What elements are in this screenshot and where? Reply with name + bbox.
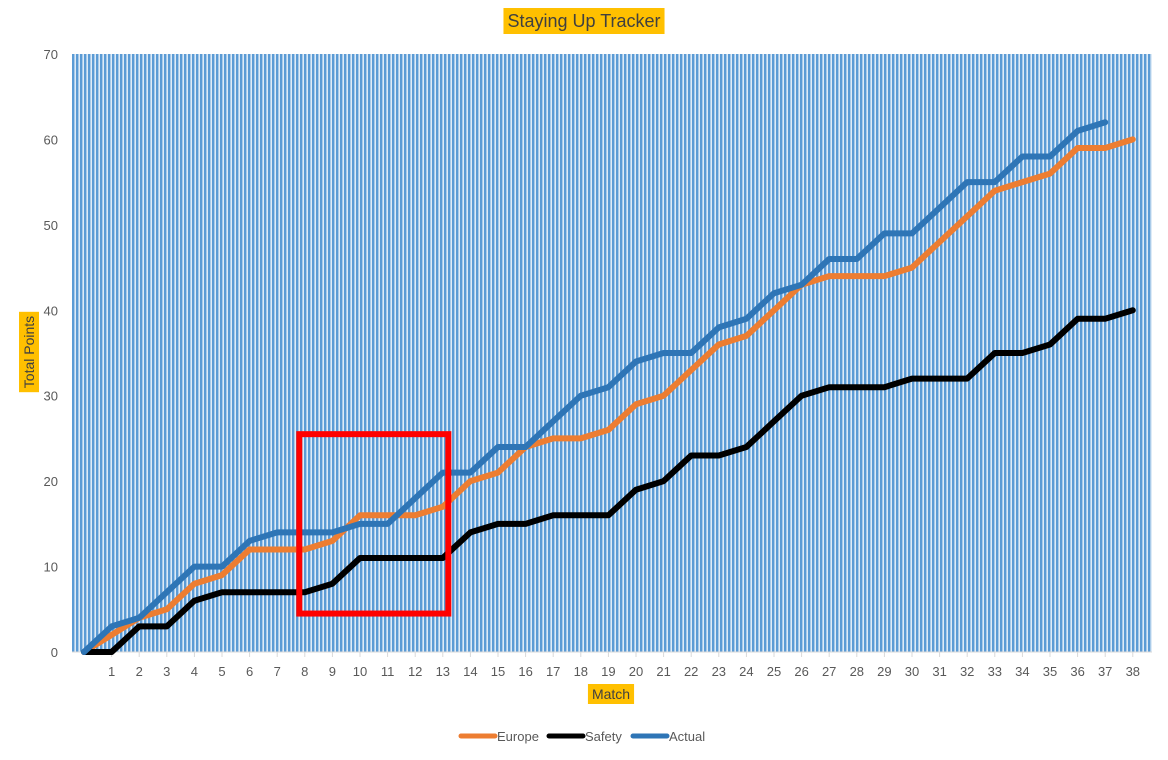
x-tick-label: 6 [246,664,253,679]
x-tick-label: 37 [1098,664,1112,679]
x-tick-label: 15 [491,664,505,679]
x-tick-label: 27 [822,664,836,679]
y-axis-title-background [19,311,39,393]
series-line-actual [81,119,1109,655]
x-tick-label: 16 [518,664,532,679]
chart-title: Staying Up Tracker [507,11,660,31]
x-tick-label: 34 [1015,664,1029,679]
x-axis-title-background [587,684,635,704]
x-tick-label: 3 [163,664,170,679]
chart-title-background [503,8,665,34]
x-tick-label: 11 [381,664,395,679]
x-tick-label: 24 [739,664,753,679]
x-axis: 1 2 3 4 5 6 7 8 9 10 11 12 13 14 15 16 17 18 19 20 21 22 23 24 2… [108,652,1140,679]
y-tick-label: 30 [44,389,58,404]
x-tick-label: 22 [684,664,698,679]
x-tick-label: 26 [794,664,808,679]
legend-label-actual: Actual [669,729,705,744]
y-tick-label: 40 [44,303,58,318]
x-tick-label: 10 [353,664,367,679]
series-line-europe [81,136,1136,655]
y-tick-label: 50 [44,218,58,233]
legend-label-safety: Safety [585,729,622,744]
x-tick-label: 19 [601,664,615,679]
x-tick-label: 20 [629,664,643,679]
x-tick-label: 36 [1070,664,1084,679]
x-tick-label: 13 [436,664,450,679]
x-tick-label: 21 [656,664,670,679]
y-axis: 0 10 20 30 40 50 60 70 [44,47,58,660]
y-tick-label: 10 [44,560,58,575]
legend: Europe Safety Actual [458,729,705,744]
x-tick-label: 9 [329,664,336,679]
x-tick-label: 30 [905,664,919,679]
x-tick-label: 4 [191,664,198,679]
x-tick-label: 31 [932,664,946,679]
annotation-layer [296,431,452,617]
x-tick-label: 25 [767,664,781,679]
highlight-box [296,431,452,617]
x-axis-title: Match [592,686,630,702]
y-tick-label: 0 [51,645,58,660]
x-tick-label: 33 [988,664,1002,679]
x-tick-label: 14 [463,664,477,679]
x-tick-label: 18 [574,664,588,679]
x-tick-label: 17 [546,664,560,679]
x-tick-label: 38 [1126,664,1140,679]
x-tick-label: 12 [408,664,422,679]
x-tick-label: 35 [1043,664,1057,679]
x-tick-label: 28 [850,664,864,679]
x-tick-label: 29 [877,664,891,679]
series-line-safety [81,307,1136,655]
y-tick-label: 60 [44,132,58,147]
x-tick-label: 1 [108,664,115,679]
x-tick-label: 32 [960,664,974,679]
x-tick-label: 7 [274,664,281,679]
x-tick-label: 2 [136,664,143,679]
x-tick-label: 5 [218,664,225,679]
x-tick-label: 8 [301,664,308,679]
y-tick-label: 70 [44,47,58,62]
y-axis-title: Total Points [21,316,37,388]
legend-label-europe: Europe [497,729,539,744]
y-tick-label: 20 [44,474,58,489]
series-layer [81,119,1136,655]
x-tick-label: 23 [712,664,726,679]
